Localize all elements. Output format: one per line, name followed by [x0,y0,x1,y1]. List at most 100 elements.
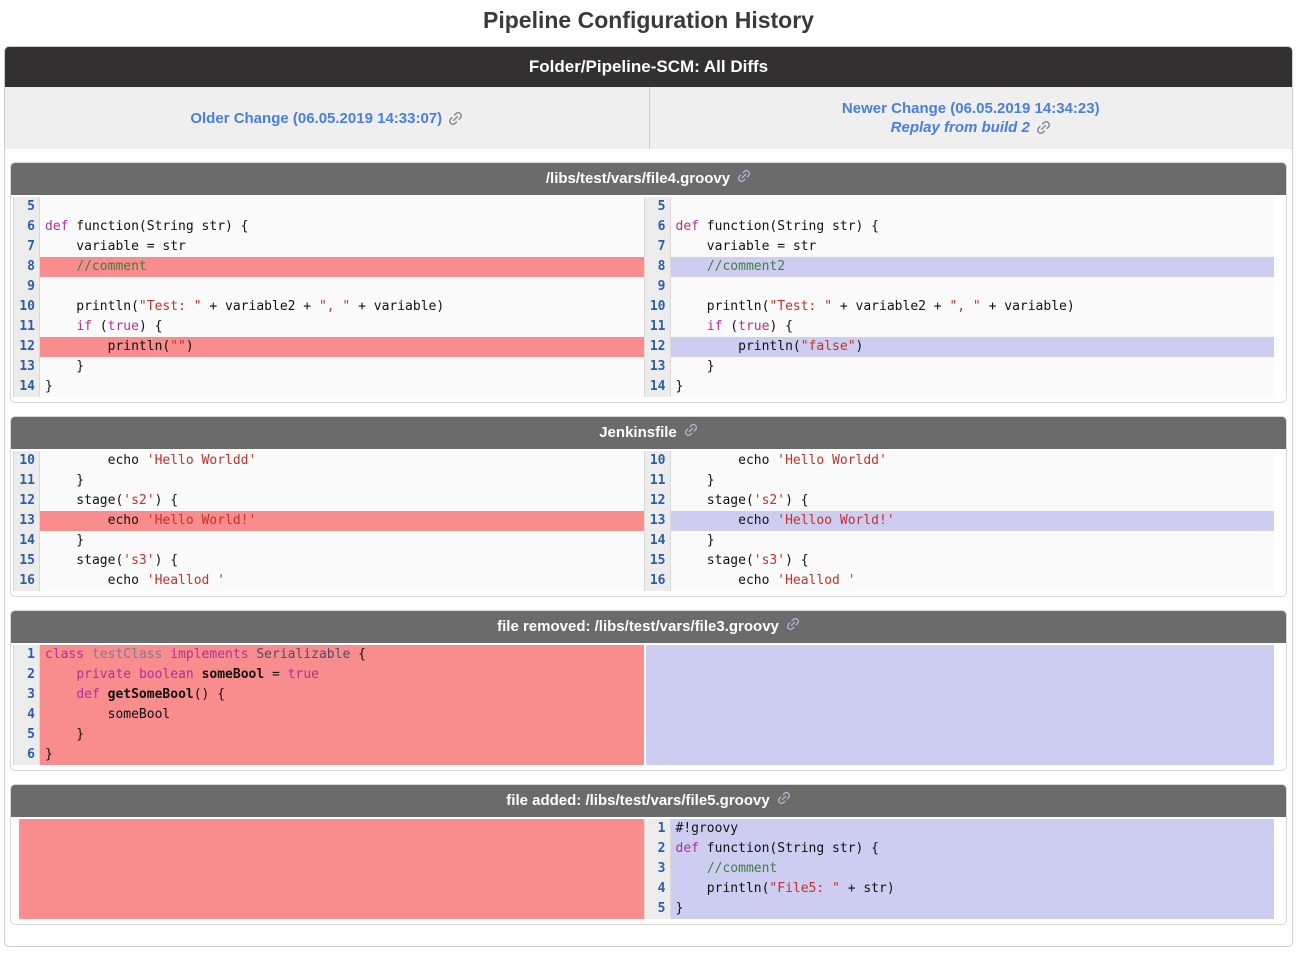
code-text: if (true) { [706,319,793,334]
code-line: 10 echo 'Hello Worldd' [13,451,644,471]
line-number: 7 [643,237,671,257]
code-text: } [675,473,715,488]
code-line: 8 //comment [13,257,644,277]
code-text: def function(String str) { [670,839,1274,859]
line-number: 6 [643,217,671,237]
line-number: 10 [643,451,671,471]
code-text: echo 'Hello Worldd' [45,453,257,468]
code-text: stage('s3') { [675,553,809,568]
code-text: } [45,533,85,548]
line-number: 8 [13,257,40,277]
code-line: 15 stage('s3') { [13,551,644,571]
diff-body: 5 6 def function(String str) { 7 variable … [11,195,1286,399]
code-text [40,277,644,297]
code-line: 6} [13,745,644,765]
code-line: 5 [643,197,1275,217]
replay-link[interactable]: Replay from build 2 [891,119,1051,136]
line-number: 7 [13,237,40,257]
diff-section-title: /libs/test/vars/file4.groovy [545,170,731,187]
code-line: 1 #!groovy [643,819,1274,839]
diff-left-panel: 5 6 def function(String str) { 7 variable … [13,197,644,397]
diff-left-panel: 10 echo 'Hello Worldd' 11 } 12 stage('s2')… [13,451,644,591]
code-line: 14} [13,377,644,397]
code-text: println("") [40,337,644,357]
link-icon[interactable] [1033,117,1054,138]
code-text [671,277,1275,297]
older-change-link[interactable]: Older Change (06.05.2019 14:33:07) [190,110,463,127]
link-icon[interactable] [684,417,698,449]
code-text: echo 'Heallod ' [45,573,226,588]
code-line: 2 def function(String str) { [643,839,1274,859]
line-number: 3 [13,685,40,705]
line-number: 5 [13,197,40,217]
code-line: 15 stage('s3') { [643,551,1275,571]
code-line: 6 def function(String str) { [13,217,644,237]
older-change-label: Older Change (06.05.2019 14:33:07) [190,109,443,127]
code-text: echo 'Heallod ' [675,573,856,588]
code-line: 5 [13,197,644,217]
code-text: //comment2 [670,257,1274,277]
diff-section-file3: file removed: /libs/test/vars/file3.groo… [10,610,1287,771]
line-number: 8 [643,257,671,277]
code-line: 14 } [13,531,644,551]
code-text [671,197,1275,217]
link-icon[interactable] [777,785,791,817]
code-text: println("Test: " + variable2 + ", " + va… [675,299,1075,314]
code-line: 11 if (true) { [13,317,644,337]
code-line: 3 def getSomeBool() { [13,685,644,705]
code-line: 10 println("Test: " + variable2 + ", " +… [643,297,1275,317]
code-text: variable = str [45,239,186,254]
code-line: 11 if (true) { [643,317,1275,337]
diff-sections: /libs/test/vars/file4.groovy 5 6 def funct… [5,162,1292,925]
code-text: } [45,379,53,394]
code-line: 14 } [643,531,1275,551]
line-number: 15 [13,551,40,571]
line-number: 5 [13,725,40,745]
line-number: 1 [13,645,40,665]
diff-section-jenkinsfile: Jenkinsfile 10 echo 'Hello Worldd' 11 } 12 … [10,416,1287,597]
code-text: //comment [40,257,644,277]
line-number: 16 [643,571,671,591]
code-text: println("File5: " + str) [670,879,1274,899]
code-line: 11 } [13,471,644,491]
code-line: 10 println("Test: " + variable2 + ", " +… [13,297,644,317]
diff-right-panel: 5 6 def function(String str) {7 variable … [643,197,1275,397]
code-line: 10 echo 'Hello Worldd' [643,451,1275,471]
code-line: 12 stage('s2') { [13,491,644,511]
change-row: Older Change (06.05.2019 14:33:07) Newer… [5,87,1292,149]
diff-section-header: file added: /libs/test/vars/file5.groovy [11,785,1286,817]
line-number: 9 [643,277,671,297]
code-text: def function(String str) { [675,219,880,234]
code-line: 11 } [643,471,1275,491]
line-number: 11 [643,317,671,337]
code-line: 12 stage('s2') { [643,491,1275,511]
code-text: private boolean someBool = true [40,665,644,685]
diff-right-panel: 1 #!groovy 2 def function(String str) {3 //… [643,819,1274,919]
diff-section-header: /libs/test/vars/file4.groovy [11,163,1286,195]
code-line: 14} [643,377,1275,397]
code-text: someBool [40,705,644,725]
line-number: 6 [13,217,40,237]
code-line: 7 variable = str [13,237,644,257]
line-number: 13 [13,511,40,531]
code-text: #!groovy [670,819,1274,839]
diff-section-title: file removed: /libs/test/vars/file3.groo… [497,618,779,635]
link-icon[interactable] [737,163,751,195]
code-line: 6 def function(String str) { [643,217,1275,237]
newer-change-label: Newer Change (06.05.2019 14:34:23) [841,100,1100,117]
code-text: } [675,359,715,374]
diff-left-panel: 1 class testClass implements Serializable… [13,645,644,765]
diff-section-header: Jenkinsfile [11,417,1286,449]
line-number: 4 [643,879,671,899]
newer-change-cell: Newer Change (06.05.2019 14:34:23) Repla… [648,87,1293,149]
link-icon[interactable] [786,611,800,643]
code-line: 4 someBool [13,705,644,725]
line-number: 6 [13,745,40,765]
link-icon[interactable] [445,107,466,128]
code-line: 12 println("false") [643,337,1274,357]
diff-left-panel [13,819,644,919]
code-text: } [40,725,644,745]
code-text: def function(String str) { [45,219,249,234]
code-line: 13 echo 'Helloo World!' [643,511,1274,531]
code-text: echo 'Hello World!' [40,511,644,531]
